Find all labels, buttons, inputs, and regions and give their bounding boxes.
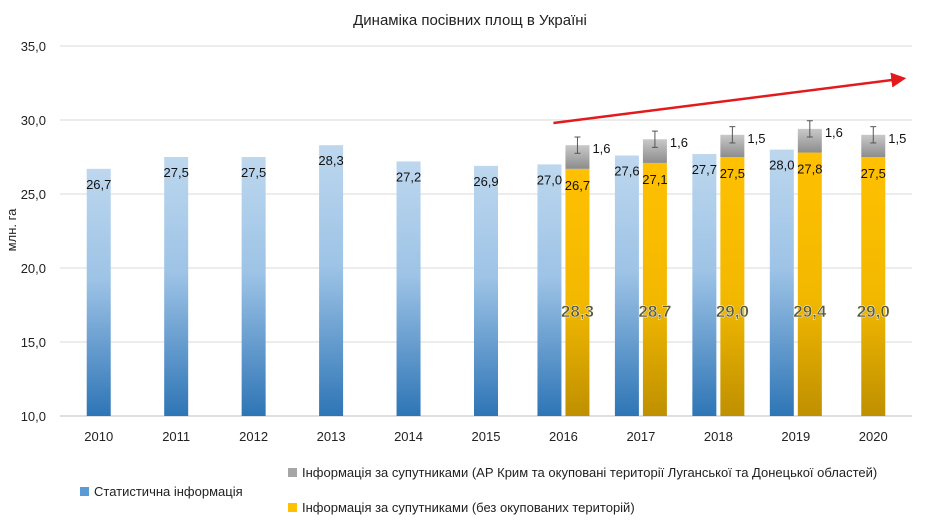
x-tick-label: 2016: [549, 429, 578, 444]
x-tick-label: 2018: [704, 429, 733, 444]
data-label-occupied: 1,5: [747, 131, 765, 146]
data-labels: 26,727,5 27,528,327,2 26,9 27,0 26,71,628,32…: [86, 125, 906, 321]
bar-statistical: [86, 168, 111, 416]
y-tick-label: 30,0: [21, 113, 46, 128]
x-tick-label: 2014: [394, 429, 423, 444]
y-tick-label: 15,0: [21, 335, 46, 350]
bar-satellite: [565, 168, 590, 416]
data-label-statistical: 27,2: [396, 169, 421, 184]
x-tick-label: 2011: [162, 429, 190, 444]
data-label-statistical: 28,3: [318, 153, 343, 168]
bar-occupied: [797, 128, 822, 153]
data-label-occupied: 1,6: [825, 125, 843, 140]
data-label-statistical: 27,0: [537, 172, 562, 187]
bar-occupied: [861, 134, 886, 157]
data-label-statistical: 26,7: [86, 177, 111, 192]
data-label-total: 28,7: [638, 302, 671, 321]
bars: [86, 120, 886, 417]
x-axis-ticks: 2010 2011 2012 2013 2014 2015 2016 2017 2018 2019…: [84, 429, 887, 444]
data-label-satellite: 27,8: [797, 162, 822, 177]
bar-statistical: [319, 145, 344, 416]
data-label-statistical: 27,5: [241, 165, 266, 180]
bar-satellite: [861, 157, 886, 416]
bar-statistical: [396, 161, 421, 416]
x-tick-label: 2012: [239, 429, 268, 444]
y-tick-label: 25,0: [21, 187, 46, 202]
data-label-statistical: 27,7: [692, 162, 717, 177]
data-label-satellite: 26,7: [565, 178, 590, 193]
data-label-total: 29,4: [793, 302, 827, 321]
legend-gray-swatch: [288, 468, 297, 477]
y-tick-label: 20,0: [21, 261, 46, 276]
data-label-occupied: 1,6: [670, 135, 688, 150]
legend-yellow: Інформація за супутниками (без окуповани…: [288, 500, 635, 515]
legend-blue-label: Статистична інформація: [94, 484, 243, 499]
data-label-total: 29,0: [857, 302, 890, 321]
bar-occupied: [642, 139, 667, 163]
data-label-satellite: 27,5: [861, 166, 886, 181]
y-axis-label: млн. га: [4, 208, 19, 251]
data-label-statistical: 28,0: [769, 158, 794, 173]
bar-satellite: [720, 157, 745, 416]
data-label-satellite: 27,5: [720, 166, 745, 181]
data-label-statistical: 26,9: [473, 174, 498, 189]
data-label-statistical: 27,6: [614, 164, 639, 179]
x-tick-label: 2017: [626, 429, 655, 444]
y-tick-label: 35,0: [21, 39, 46, 54]
bar-statistical: [692, 154, 717, 417]
trend-arrow: [553, 72, 907, 125]
bar-statistical: [614, 155, 639, 416]
data-label-occupied: 1,5: [888, 131, 906, 146]
legend-blue: Статистична інформація: [80, 484, 243, 499]
data-label-total: 28,3: [561, 302, 594, 321]
legend-gray-label: Інформація за супутниками (АР Крим та ок…: [302, 465, 878, 480]
bar-statistical: [241, 157, 266, 416]
data-label-statistical: 27,5: [164, 165, 189, 180]
chart-title: Динаміка посівних площ в Україні: [353, 12, 587, 29]
data-label-satellite: 27,1: [642, 172, 667, 187]
legend-gray: Інформація за супутниками (АР Крим та ок…: [288, 465, 877, 480]
x-tick-label: 2013: [317, 429, 346, 444]
y-tick-label: 10,0: [21, 409, 46, 424]
x-tick-label: 2020: [859, 429, 888, 444]
bar-satellite: [797, 152, 822, 416]
bar-satellite: [642, 162, 667, 416]
legend-yellow-swatch: [288, 503, 297, 512]
bar-occupied: [565, 145, 590, 169]
bar-statistical: [537, 164, 562, 416]
bar-statistical: [474, 165, 498, 416]
x-tick-label: 2019: [781, 429, 810, 444]
x-tick-label: 2015: [472, 429, 501, 444]
x-tick-label: 2010: [84, 429, 113, 444]
bar-statistical: [164, 157, 189, 416]
legend-blue-swatch: [80, 487, 89, 496]
bar-occupied: [720, 134, 745, 157]
y-axis-ticks: 10,0 15,0 20,0 25,0 30,0 35,0: [21, 39, 46, 424]
data-label-total: 29,0: [716, 302, 749, 321]
bar-statistical: [769, 149, 794, 416]
legend-yellow-label: Інформація за супутниками (без окуповани…: [302, 500, 635, 515]
data-label-occupied: 1,6: [592, 141, 610, 156]
